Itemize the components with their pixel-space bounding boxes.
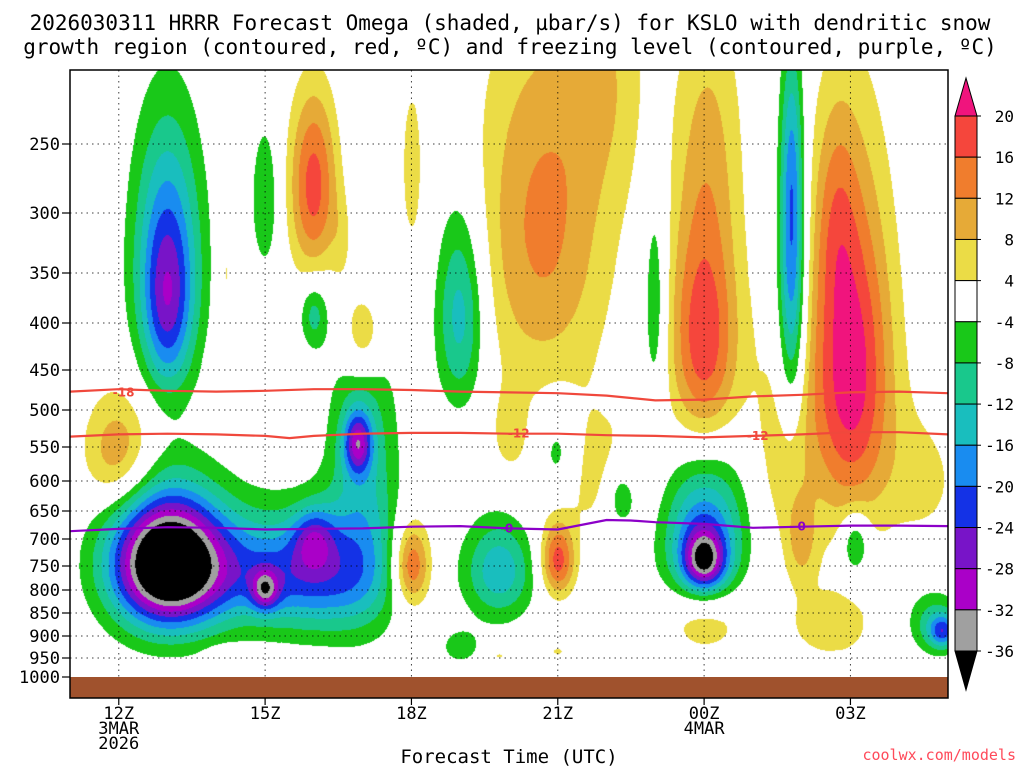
colorbar-label-16: 16 <box>995 148 1014 167</box>
x-tick-label-4MAR: 4MAR <box>684 719 726 739</box>
colorbar-label--12: -12 <box>985 395 1014 414</box>
x-tick-label-2026: 2026 <box>98 734 139 754</box>
colorbar-bin <box>954 568 978 611</box>
colorbar-bin <box>954 197 978 240</box>
colorbar-label--4: -4 <box>995 313 1014 332</box>
colorbar-bin <box>954 362 978 405</box>
y-tick-label-650: 650 <box>29 502 60 522</box>
y-tick-label-350: 350 <box>29 264 60 284</box>
y-tick-label-900: 900 <box>29 627 60 647</box>
colorbar-bin <box>954 321 978 364</box>
colorbar-bin <box>954 238 978 282</box>
dgz-minus18-label: -18 <box>113 385 135 399</box>
colorbar-label-20: 20 <box>995 107 1014 126</box>
omega-shading <box>70 70 948 698</box>
colorbar-top-triangle <box>954 76 978 117</box>
x-tick-label-00Z: 00Z <box>689 704 720 724</box>
x-tick-label-18Z: 18Z <box>396 704 427 724</box>
colorbar-bin <box>954 609 978 652</box>
y-tick-label-700: 700 <box>29 530 60 550</box>
freezing-level-0-label: 0 <box>505 521 513 535</box>
colorbar-bin <box>954 444 978 487</box>
x-tick-label-03Z: 03Z <box>835 704 866 724</box>
colorbar-bin <box>954 280 978 323</box>
colorbar: 20 16 12 8 4 -4 -8 -12 -16 -20 -24 -28 -32 -36 <box>954 76 1014 692</box>
colorbar-label-8: 8 <box>1004 230 1014 249</box>
credit-text: coolwx.com/models <box>862 746 1016 764</box>
y-tick-label-250: 250 <box>29 135 60 155</box>
grid-lines <box>70 70 948 677</box>
ground-surface <box>70 677 948 698</box>
colorbar-label--32: -32 <box>985 601 1014 620</box>
colorbar-label--24: -24 <box>985 519 1014 538</box>
y-tick-label-850: 850 <box>29 604 60 624</box>
colorbar-label-4: 4 <box>1004 272 1014 291</box>
colorbar-label--28: -28 <box>985 560 1014 579</box>
y-tick-label-1000: 1000 <box>19 668 60 688</box>
colorbar-bin <box>954 156 978 199</box>
x-tick-label-12Z: 12Z <box>103 704 134 724</box>
freezing-level-0-line <box>70 518 948 533</box>
colorbar-bin <box>954 115 978 158</box>
x-tick-label-21Z: 21Z <box>542 704 573 724</box>
y-tick-label-600: 600 <box>29 472 60 492</box>
colorbar-label--36: -36 <box>985 642 1014 661</box>
colorbar-bin <box>954 403 978 446</box>
y-tick-label-750: 750 <box>29 557 60 577</box>
chart-title-line-1: 2026030311 HRRR Forecast Omega (shaded, … <box>30 11 991 35</box>
colorbar-bottom-triangle <box>954 650 978 692</box>
dgz-minus12-label-b-label: -12 <box>747 429 769 443</box>
freezing-level-0-label-b-label: 0 <box>797 520 805 534</box>
contour-lines: -18 -12 -12 0 0 <box>70 385 948 535</box>
x-tick-label-15Z: 15Z <box>250 704 281 724</box>
y-axis: 250 300 350 400 450 500 550 600 650 700 750 800 850 9… <box>19 135 70 688</box>
y-tick-label-450: 450 <box>29 361 60 381</box>
plot-area: -18 -12 -12 0 0 <box>69 69 949 699</box>
chart-title-line-2: growth region (contoured, red, ºC) and f… <box>23 35 997 59</box>
y-tick-label-400: 400 <box>29 314 60 334</box>
x-tick-label-3MAR: 3MAR <box>98 719 140 739</box>
colorbar-label--16: -16 <box>985 436 1014 455</box>
colorbar-label-12: 12 <box>995 189 1014 208</box>
plot-frame <box>69 69 949 699</box>
dgz-minus12-label: -12 <box>508 427 530 441</box>
colorbar-label--20: -20 <box>985 477 1014 496</box>
y-tick-label-300: 300 <box>29 204 60 224</box>
colorbar-label--8: -8 <box>995 354 1014 373</box>
y-tick-label-550: 550 <box>29 438 60 458</box>
y-tick-label-500: 500 <box>29 401 60 421</box>
dgz-minus18-line <box>70 388 948 402</box>
y-tick-label-950: 950 <box>29 649 60 669</box>
colorbar-bin <box>954 485 978 529</box>
x-axis-label: Forecast Time (UTC) <box>400 746 617 768</box>
dgz-minus12-line <box>70 431 948 440</box>
y-tick-label-800: 800 <box>29 581 60 601</box>
colorbar-bin <box>954 527 978 570</box>
